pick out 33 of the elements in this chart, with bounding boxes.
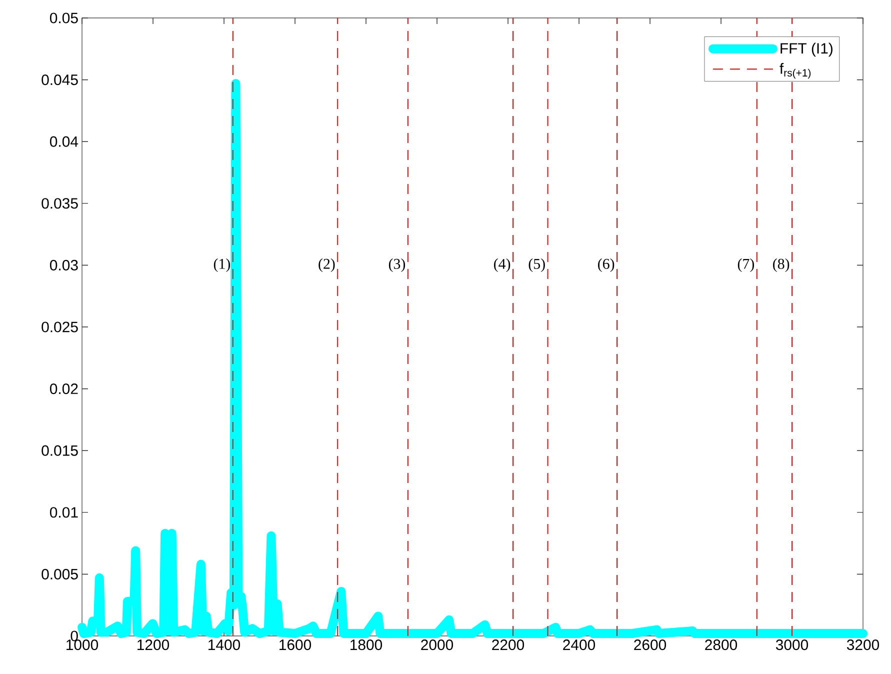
y-tick-label: 0.05	[50, 12, 78, 24]
x-tick-label: 1000	[66, 640, 98, 650]
x-tick-label: 3000	[776, 640, 808, 650]
y-tick-label: 0.035	[42, 198, 78, 209]
x-tick-label: 2000	[421, 640, 454, 650]
annotation: (3)	[388, 258, 406, 272]
y-tick-label: 0.015	[42, 445, 78, 456]
annotation: f$_{rs(+1)}$	[780, 62, 811, 79]
x-tick-label: 1400	[208, 640, 240, 650]
x-tick-label: 1200	[138, 640, 170, 650]
annotation: (8)	[773, 258, 790, 272]
annotation: (5)	[528, 258, 545, 272]
x-tick-label: 2600	[634, 640, 666, 650]
annotation: (7)	[738, 258, 754, 272]
y-tick-label: 0.04	[50, 136, 78, 147]
annotation: (2)	[318, 258, 335, 272]
y-tick-label: 0.025	[42, 322, 78, 332]
y-tick-label: 0.005	[42, 568, 78, 580]
x-tick-label: 2800	[705, 640, 738, 650]
y-tick-label: 0.03	[50, 260, 78, 270]
annotation: (4)	[494, 258, 510, 272]
x-tick-label: 1800	[350, 640, 382, 650]
x-tick-label: 3200	[846, 640, 880, 650]
y-tick-label: 0.045	[42, 74, 78, 86]
x-tick-label: 2400	[563, 640, 596, 650]
y-tick-label: 0	[70, 630, 78, 642]
annotation: (1)	[214, 258, 230, 272]
legend-label: FFT (I1)	[780, 42, 832, 57]
x-tick-label: 2200	[492, 640, 524, 650]
y-tick-label: 0.01	[50, 507, 78, 518]
x-tick-label: 1600	[280, 640, 312, 650]
annotation: (6)	[598, 258, 614, 272]
y-tick-label: 0.02	[50, 383, 78, 394]
